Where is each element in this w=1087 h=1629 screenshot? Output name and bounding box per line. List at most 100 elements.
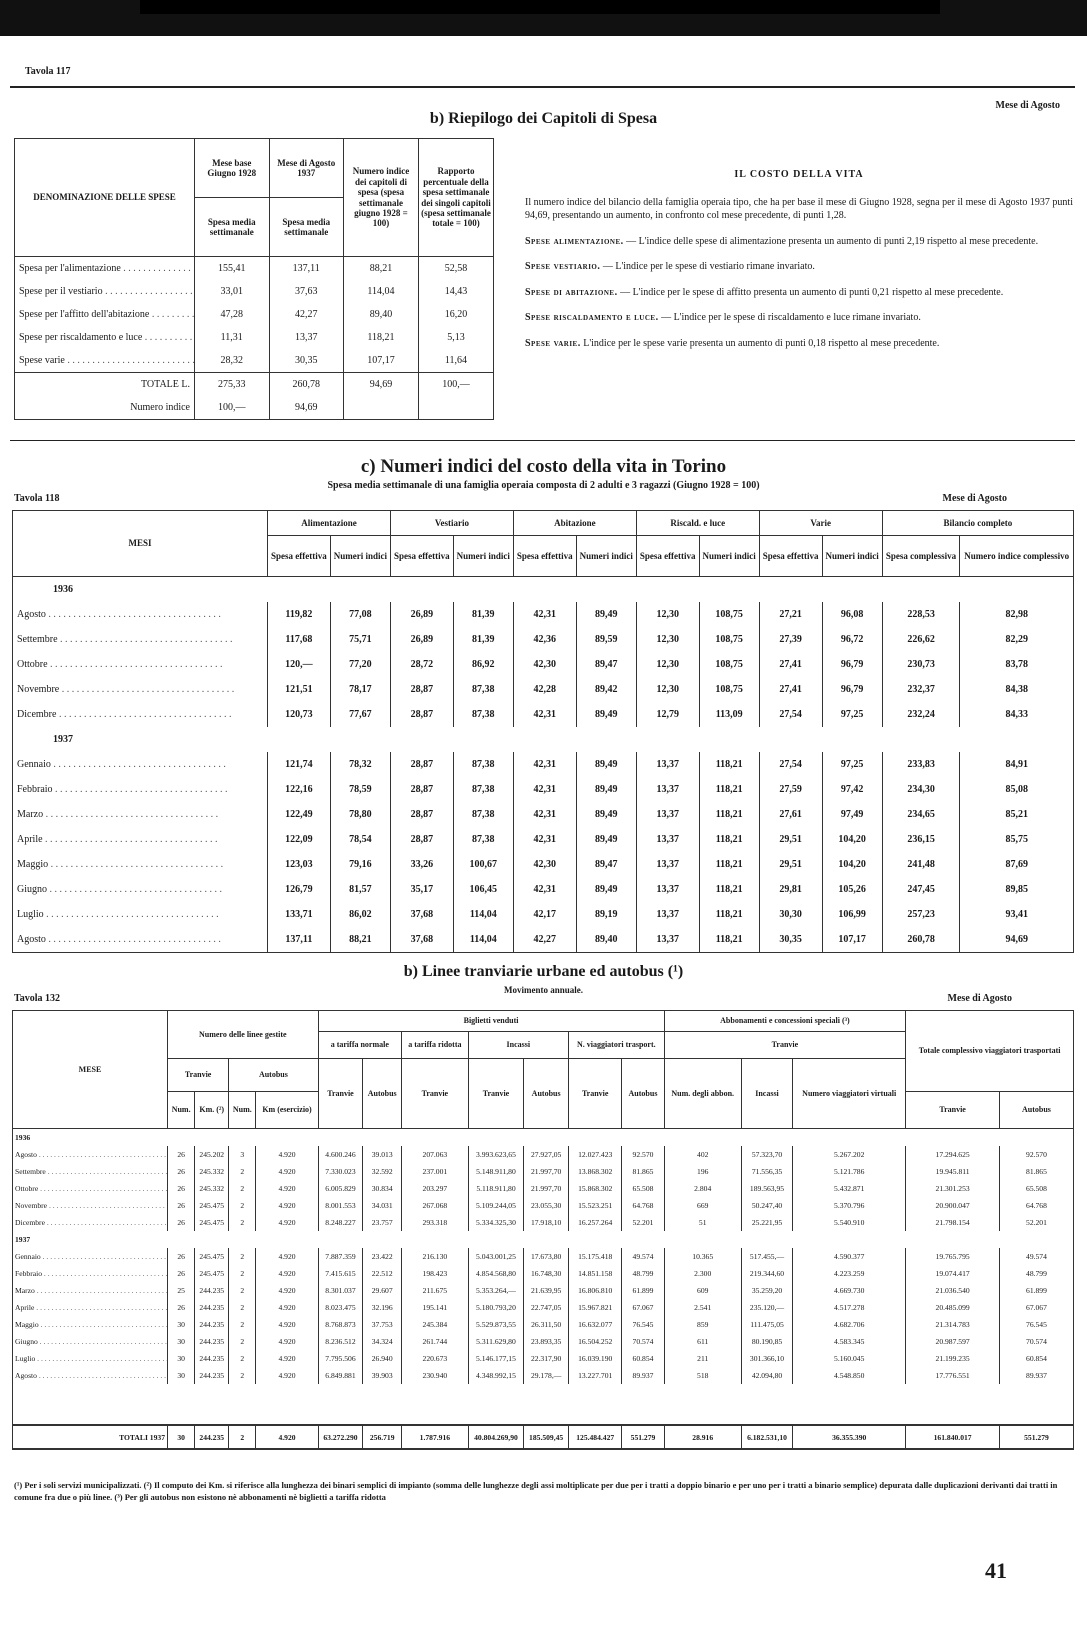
year-label: 1937 <box>12 1231 1074 1248</box>
cell: 118,21 <box>698 752 760 777</box>
cell: 81.865 <box>998 1163 1075 1180</box>
month-label: Mese di Agosto <box>942 493 1007 504</box>
cell: 27,39 <box>758 627 823 652</box>
column-header: Spesa media settimanale <box>194 197 270 257</box>
cell: 5.043.001,25 <box>467 1248 525 1265</box>
cell: 23.893,35 <box>523 1333 569 1350</box>
cell: 88,21 <box>343 256 419 280</box>
cell: 23.422 <box>362 1248 403 1265</box>
cell: 123,03 <box>267 852 331 877</box>
cell: 50.247,40 <box>740 1197 794 1214</box>
cell: 87,38 <box>452 677 514 702</box>
cell: 126,79 <box>267 877 331 902</box>
row-label: Ottobre <box>12 652 268 677</box>
year-row: 1937 <box>12 1231 1074 1248</box>
table-number: Tavola 117 <box>25 66 71 77</box>
column-header: MESI <box>12 510 268 577</box>
cell: 78,17 <box>329 677 391 702</box>
cell: 26 <box>166 1248 196 1265</box>
table-body: 1936Agosto119,8277,0826,8981,3942,3189,4… <box>12 576 1074 953</box>
cell: 86,02 <box>329 902 391 927</box>
row-label: Marzo <box>12 802 268 827</box>
table-row: Marzo122,4978,8028,8787,3842,3189,4913,3… <box>12 802 1074 827</box>
cell: 121,51 <box>267 677 331 702</box>
cell: 79,16 <box>329 852 391 877</box>
cell: 13,37 <box>268 326 344 349</box>
year-label: 1937 <box>12 727 1074 752</box>
cell: 8.001.553 <box>317 1197 364 1214</box>
cell: 29,51 <box>758 852 823 877</box>
index-table: MESI Alimentazione Vestiario Abitazione Risc… <box>12 510 1075 953</box>
column-header: Spesa effettiva <box>389 535 454 577</box>
column-header: Autobus <box>228 1058 319 1092</box>
cell: 12,30 <box>635 652 700 677</box>
cell <box>343 396 419 420</box>
cell: 185.509,45 <box>523 1424 569 1450</box>
cell: 198.423 <box>401 1265 469 1282</box>
column-header: Numero delle linee gestite <box>167 1010 319 1059</box>
cell: 13,37 <box>635 927 700 953</box>
cell: 2 <box>228 1367 257 1384</box>
cell: 137,11 <box>267 927 331 953</box>
cell: 89,49 <box>575 877 637 902</box>
cell: 21.301.253 <box>905 1180 1000 1197</box>
cell: 81,57 <box>329 877 391 902</box>
cell: 108,75 <box>698 652 760 677</box>
cell: 52,58 <box>418 256 494 280</box>
cell: 230,73 <box>881 652 961 677</box>
cell: 42,31 <box>512 777 577 802</box>
cell: 89,40 <box>575 927 637 953</box>
cell: 2 <box>228 1163 257 1180</box>
cell: 106,99 <box>821 902 883 927</box>
table-row: Dicembre26245.47524.9208.248.22723.75729… <box>12 1214 1075 1231</box>
cell: 207.063 <box>401 1146 469 1163</box>
cell: 8.236.512 <box>317 1333 364 1350</box>
cell: 26.311,50 <box>523 1316 569 1333</box>
table-row: Spesa per l'alimentazione155,41137,1188,… <box>14 256 494 280</box>
cell: 71.556,35 <box>740 1163 794 1180</box>
cell: 34.324 <box>362 1333 403 1350</box>
cell: 4.920 <box>255 1265 319 1282</box>
column-header: Incassi <box>467 1031 570 1059</box>
cell: 4.920 <box>255 1146 319 1163</box>
cell: 29.607 <box>362 1282 403 1299</box>
cell: 118,21 <box>698 852 760 877</box>
cell: 25.221,95 <box>740 1214 794 1231</box>
column-header: Tranvie <box>663 1031 907 1059</box>
cell: 89,47 <box>575 852 637 877</box>
cell: 5.370.796 <box>792 1197 907 1214</box>
cell: 89,49 <box>575 777 637 802</box>
cell: 17.776.551 <box>905 1367 1000 1384</box>
cell: 27,21 <box>758 602 823 627</box>
cell: 2 <box>228 1180 257 1197</box>
cell: 220.673 <box>401 1350 469 1367</box>
paragraph-text: Il numero indice del bilancio della fami… <box>525 196 1073 222</box>
cell: 34.031 <box>362 1197 403 1214</box>
cell: 122,49 <box>267 802 331 827</box>
cell: 6.005.829 <box>317 1180 364 1197</box>
cell: 4.920 <box>255 1424 319 1450</box>
cell: 517.455,— <box>740 1248 794 1265</box>
row-label: Giugno <box>12 1333 168 1350</box>
column-header: Varie <box>758 510 883 536</box>
cell: 89,47 <box>575 652 637 677</box>
section-title: c) Numeri indici del costo della vita in… <box>360 456 727 477</box>
table-number: Tavola 118 <box>14 493 60 504</box>
header-row: Spesa effettiva Numeri indici Spesa effett… <box>13 535 1074 577</box>
cell: 42,30 <box>512 852 577 877</box>
cell <box>418 396 494 420</box>
cell: 4.517.278 <box>792 1299 907 1316</box>
cell: 122,09 <box>267 827 331 852</box>
cell: 89,19 <box>575 902 637 927</box>
rule <box>10 86 1075 88</box>
cell: 49.574 <box>621 1248 665 1265</box>
cell: 228,53 <box>881 602 961 627</box>
cell: 6.182.531,10 <box>740 1424 794 1450</box>
cell: 6.849.881 <box>317 1367 364 1384</box>
cell: 236,15 <box>881 827 961 852</box>
cell: 245.202 <box>194 1146 230 1163</box>
cell: 26 <box>166 1197 196 1214</box>
cell: 96,72 <box>821 627 883 652</box>
cell: 106,45 <box>452 877 514 902</box>
cell: 12.027.423 <box>567 1146 623 1163</box>
